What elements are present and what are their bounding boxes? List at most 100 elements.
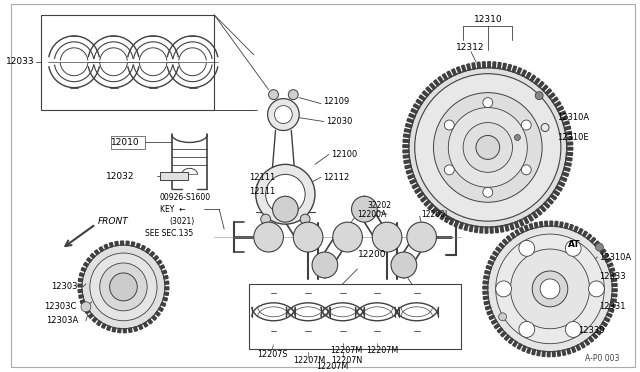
Polygon shape [484,276,489,279]
Polygon shape [564,223,568,228]
Polygon shape [92,317,97,322]
Polygon shape [420,196,427,202]
Polygon shape [472,63,476,69]
Polygon shape [141,246,145,250]
Polygon shape [483,62,485,68]
Text: 12200J: 12200J [422,210,448,219]
Polygon shape [555,221,558,227]
Polygon shape [565,131,572,135]
Polygon shape [467,64,470,70]
Polygon shape [536,209,542,215]
Circle shape [483,187,493,197]
Polygon shape [459,222,463,229]
Polygon shape [524,217,529,224]
Polygon shape [90,253,95,258]
Polygon shape [542,85,548,91]
Circle shape [444,120,454,130]
Polygon shape [493,62,496,68]
Polygon shape [165,287,169,290]
Text: 12207M: 12207M [366,346,399,355]
Polygon shape [484,270,490,274]
Polygon shape [162,270,166,274]
Polygon shape [78,284,82,287]
Polygon shape [587,234,591,240]
Polygon shape [84,262,88,267]
Polygon shape [566,153,573,155]
Polygon shape [97,321,101,326]
Polygon shape [557,351,561,356]
Circle shape [488,226,612,352]
Polygon shape [530,75,536,81]
Circle shape [415,74,561,221]
Text: 12207N: 12207N [331,356,362,365]
Polygon shape [557,106,563,111]
Circle shape [535,92,543,100]
Polygon shape [152,315,157,320]
Polygon shape [429,83,436,89]
Polygon shape [524,225,529,231]
Polygon shape [405,165,412,169]
Polygon shape [490,256,496,260]
Polygon shape [567,349,571,354]
Polygon shape [576,345,580,350]
Polygon shape [109,243,113,247]
Text: 12207S: 12207S [257,350,287,359]
Circle shape [260,214,271,224]
Circle shape [565,240,581,256]
Polygon shape [474,226,478,232]
Polygon shape [88,314,93,318]
Polygon shape [407,118,413,123]
Polygon shape [556,186,562,191]
Polygon shape [493,251,499,256]
Text: 12200: 12200 [358,250,387,259]
Polygon shape [160,265,164,269]
Polygon shape [486,266,492,269]
Polygon shape [540,222,543,227]
Polygon shape [143,322,148,327]
Text: 12331: 12331 [600,302,626,311]
Polygon shape [79,273,84,276]
Text: 12303: 12303 [51,282,78,291]
Circle shape [293,222,323,252]
Polygon shape [607,313,612,317]
Circle shape [100,263,147,311]
Polygon shape [602,322,607,327]
Polygon shape [498,62,501,69]
Bar [42,15,214,110]
Polygon shape [502,63,506,70]
Circle shape [351,196,377,222]
Circle shape [476,135,500,159]
Polygon shape [112,327,116,332]
Polygon shape [83,305,87,309]
Circle shape [82,245,165,329]
Text: SEE SEC.135: SEE SEC.135 [145,229,193,238]
Polygon shape [440,214,445,220]
Polygon shape [164,276,168,279]
Polygon shape [412,184,419,189]
Circle shape [333,222,362,252]
Polygon shape [589,337,594,342]
Polygon shape [124,328,126,333]
Text: 12207M: 12207M [293,356,326,365]
Circle shape [565,321,581,337]
Bar [111,137,145,150]
Text: AT: AT [568,240,580,248]
Polygon shape [95,250,99,255]
Polygon shape [483,286,488,289]
Polygon shape [532,349,536,355]
Text: 12010: 12010 [111,138,140,147]
Polygon shape [81,267,86,272]
Polygon shape [78,289,83,293]
Polygon shape [413,104,420,109]
Circle shape [519,240,534,256]
Polygon shape [522,346,526,352]
Polygon shape [522,70,526,76]
Polygon shape [452,69,456,75]
Polygon shape [600,249,606,254]
Circle shape [407,222,436,252]
Polygon shape [417,192,424,198]
Text: 12111: 12111 [249,187,275,196]
Text: 12100: 12100 [331,150,357,159]
Text: 12032: 12032 [106,172,134,181]
Text: A-P0 003: A-P0 003 [585,354,619,363]
